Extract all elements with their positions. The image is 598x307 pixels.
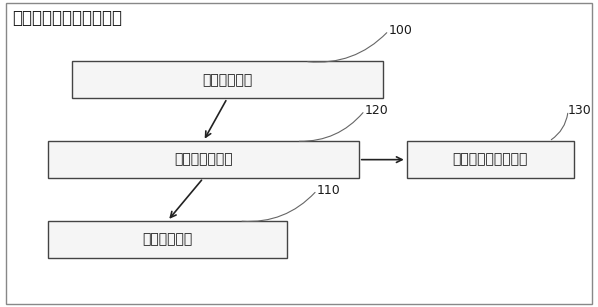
- Text: 断路器二次回路模拟装置: 断路器二次回路模拟装置: [12, 9, 122, 27]
- FancyBboxPatch shape: [407, 141, 574, 178]
- Text: 就地合闸回路: 就地合闸回路: [202, 73, 252, 87]
- Text: 弹簧未储能指示回路: 弹簧未储能指示回路: [453, 153, 528, 167]
- FancyBboxPatch shape: [48, 221, 287, 258]
- Text: 弹簧储能回路: 弹簧储能回路: [142, 232, 193, 247]
- Text: 110: 110: [317, 184, 341, 197]
- Text: 100: 100: [389, 24, 413, 37]
- Text: 弹簧未储能回路: 弹簧未储能回路: [174, 153, 233, 167]
- Text: 120: 120: [365, 104, 389, 117]
- FancyBboxPatch shape: [48, 141, 359, 178]
- Text: 130: 130: [568, 104, 592, 117]
- FancyBboxPatch shape: [72, 61, 383, 98]
